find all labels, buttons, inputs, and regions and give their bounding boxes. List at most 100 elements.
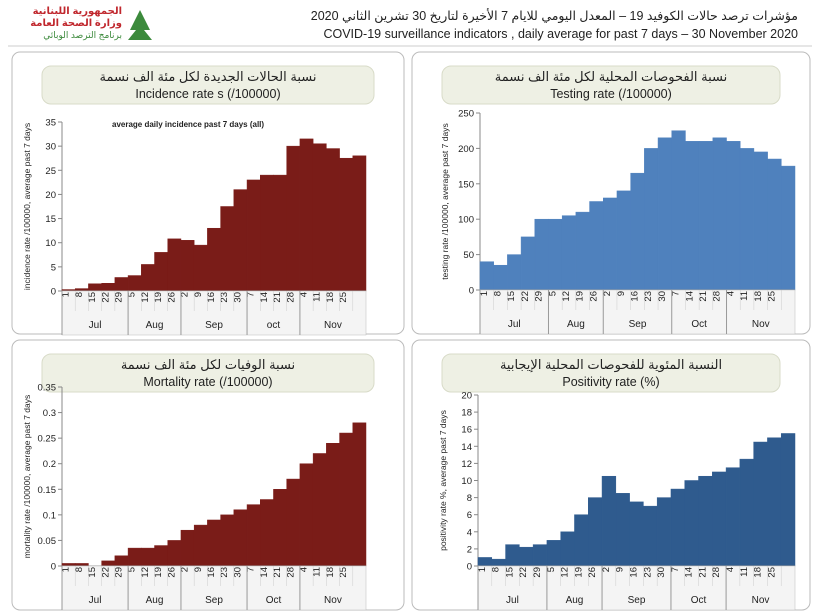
month-label: Jul <box>508 319 521 330</box>
x-tick-label: 2 <box>180 567 191 572</box>
bar <box>339 432 354 567</box>
bar <box>630 172 645 291</box>
page-title-ar: مؤشرات ترصد حالات الكوفيد 19 – المعدل ال… <box>311 8 798 24</box>
chart-subtitle: Mortality rate (/100000) <box>143 375 272 389</box>
x-tick-label: 4 <box>725 291 736 296</box>
x-tick-label: 2 <box>180 292 191 297</box>
y-axis-label: incidence rate /100000, average past 7 d… <box>22 123 32 290</box>
logo-line: برنامج الترصد الوبائي <box>43 30 122 40</box>
x-tick-label: 11 <box>312 567 323 577</box>
x-tick-label: 8 <box>491 567 502 572</box>
x-tick-label: 26 <box>166 292 177 303</box>
bar <box>141 547 155 567</box>
x-tick-label: 30 <box>656 567 667 578</box>
bar <box>326 148 340 292</box>
month-label: Jul <box>506 595 519 606</box>
logo-line: الجمهورية اللبنانية <box>33 6 122 17</box>
bar <box>725 467 741 567</box>
y-tick-label: 200 <box>458 144 474 155</box>
bar <box>477 557 493 567</box>
y-tick-label: 30 <box>45 142 56 153</box>
x-tick-label: 8 <box>493 291 504 296</box>
y-tick-label: 100 <box>458 215 474 226</box>
x-tick-label: 30 <box>232 292 243 303</box>
bar <box>154 545 168 567</box>
bar <box>352 422 367 567</box>
y-tick-label: 6 <box>467 510 472 521</box>
bar <box>616 190 631 291</box>
bar <box>479 261 494 291</box>
chart-panel: النسبة المئوية للفحوصات المحلية الإيجابي… <box>411 339 811 611</box>
y-tick-label: 50 <box>463 250 474 261</box>
x-tick-label: 5 <box>547 291 558 296</box>
bar <box>601 475 617 567</box>
chart-title: نسبة الوفيات لكل مئة الف نسمة <box>121 357 295 373</box>
x-tick-label: 1 <box>477 567 488 572</box>
x-tick-label: 22 <box>520 291 531 302</box>
x-tick-label: 14 <box>259 567 270 578</box>
x-tick-label: 18 <box>753 291 764 302</box>
y-tick-label: 150 <box>458 179 474 190</box>
x-tick-label: 1 <box>61 567 72 572</box>
month-label: Aug <box>566 595 584 606</box>
chart-subtitle: Positivity rate (%) <box>562 375 659 389</box>
x-tick-label: 19 <box>573 567 584 578</box>
y-tick-label: 16 <box>461 425 472 436</box>
bar <box>767 437 782 567</box>
x-tick-label: 15 <box>504 567 515 578</box>
month-label: Aug <box>567 319 585 330</box>
x-tick-label: 29 <box>534 291 545 302</box>
x-tick-label: 2 <box>601 567 612 572</box>
bar <box>753 441 768 567</box>
bar <box>546 540 561 567</box>
x-tick-label: 16 <box>206 567 217 578</box>
x-tick-label: 16 <box>629 567 640 578</box>
bar <box>532 544 548 567</box>
bar <box>698 475 713 567</box>
x-tick-label: 15 <box>87 567 98 578</box>
y-axis-label: positivity rate %, average past 7 days <box>438 410 448 551</box>
bar <box>312 453 327 567</box>
bar <box>101 560 116 567</box>
bar <box>352 155 367 292</box>
bar <box>548 218 563 291</box>
x-tick-label: 5 <box>546 567 557 572</box>
y-tick-label: 0.35 <box>38 383 57 394</box>
bar <box>233 189 248 292</box>
x-axis-band <box>477 565 796 611</box>
bar <box>657 137 672 291</box>
bar <box>656 497 672 567</box>
bar <box>286 478 301 567</box>
bar <box>154 252 168 292</box>
bar <box>286 145 301 292</box>
bar <box>312 143 327 292</box>
bar <box>574 514 589 567</box>
y-tick-label: 14 <box>461 442 472 453</box>
month-label: Sep <box>205 320 223 331</box>
bar <box>127 275 142 292</box>
x-tick-label: 26 <box>588 291 599 302</box>
bar <box>167 238 182 292</box>
month-label: Jul <box>89 320 102 331</box>
x-tick-label: 26 <box>587 567 598 578</box>
title-pill <box>41 65 375 105</box>
x-tick-label: 7 <box>671 291 682 296</box>
bar <box>643 505 658 567</box>
x-tick-label: 25 <box>338 292 349 303</box>
x-tick-label: 9 <box>615 567 626 572</box>
bar <box>560 531 575 567</box>
x-tick-label: 9 <box>193 292 204 297</box>
x-tick-label: 23 <box>642 567 653 578</box>
title-pill <box>41 353 375 393</box>
annotation: average daily incidence past 7 days (all… <box>112 120 264 129</box>
y-tick-label: 5 <box>51 262 56 273</box>
bar <box>233 509 248 567</box>
month-label: Oct <box>691 319 707 330</box>
bar <box>299 463 314 567</box>
page-title-en: COVID-19 surveillance indicators , daily… <box>323 27 798 41</box>
x-tick-label: 19 <box>153 292 164 303</box>
bar <box>207 227 221 292</box>
logo: الجمهورية اللبنانية وزارة الصحة العامة ب… <box>30 6 152 40</box>
bar <box>114 555 129 567</box>
